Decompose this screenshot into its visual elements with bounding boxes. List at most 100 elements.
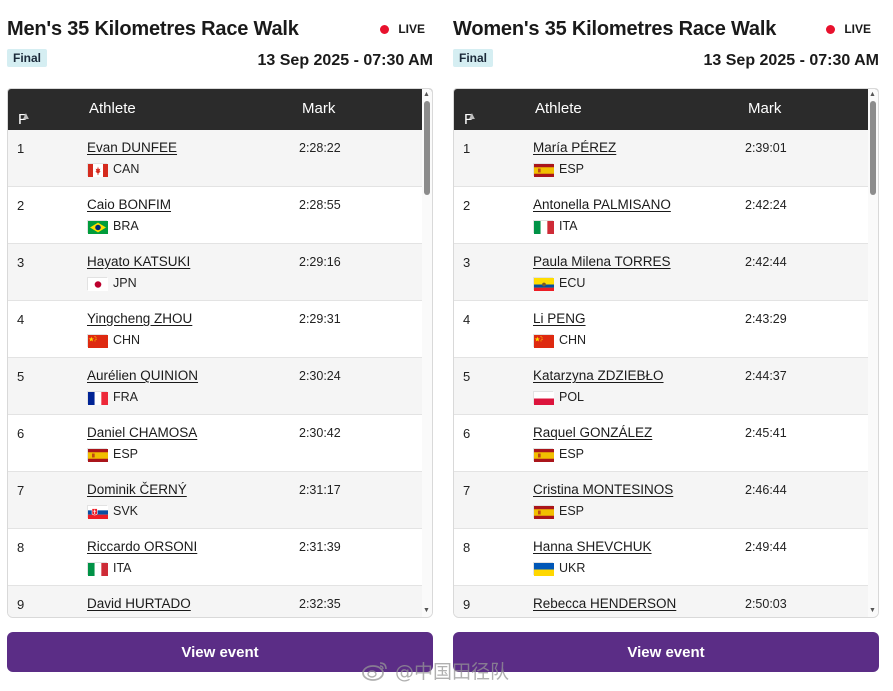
table-row: 6 Raquel GONZÁLEZ 2:45:41 ESP <box>454 415 870 472</box>
mark-cell: 2:31:17 <box>299 483 341 497</box>
position-cell: 3 <box>17 255 25 270</box>
scroll-down-icon[interactable]: ▼ <box>869 607 876 614</box>
country-cell: CHN <box>87 333 140 348</box>
position-cell: 1 <box>463 141 471 156</box>
table-row: 3 Paula Milena TORRES 2:42:44 ECU <box>454 244 870 301</box>
athlete-name-link[interactable]: Rebecca HENDERSON <box>533 596 677 611</box>
mark-cell: 2:30:42 <box>299 426 341 440</box>
event-datetime: 13 Sep 2025 - 07:30 AM <box>703 52 880 69</box>
scroll-up-icon[interactable]: ▲ <box>869 91 876 98</box>
scrollbar[interactable]: ▲ ▼ <box>422 89 432 617</box>
scrollbar[interactable]: ▲ ▼ <box>868 89 878 617</box>
table-row: 5 Katarzyna ZDZIEBŁO 2:44:37 POL <box>454 358 870 415</box>
table-row: 8 Riccardo ORSONI 2:31:39 ITA <box>8 529 424 586</box>
position-cell: 4 <box>17 312 25 327</box>
position-cell: 7 <box>17 483 25 498</box>
athlete-name-link[interactable]: Paula Milena TORRES <box>533 254 671 269</box>
watermark-text: @中国田径队 <box>395 661 510 683</box>
athlete-name-link[interactable]: Riccardo ORSONI <box>87 539 198 554</box>
country-cell: CAN <box>87 162 140 177</box>
position-cell: 8 <box>463 540 471 555</box>
mark-cell: 2:39:01 <box>745 141 787 155</box>
column-header-mark: Mark <box>302 100 336 117</box>
athlete-name-link[interactable]: Caio BONFIM <box>87 197 172 212</box>
table-row: 1 Evan DUNFEE 2:28:22 CAN <box>8 130 424 187</box>
event-title: Women's 35 Kilometres Race Walk <box>453 18 777 40</box>
live-indicator: LIVE <box>380 22 425 36</box>
table-row: 7 Dominik ČERNÝ 2:31:17 SVK <box>8 472 424 529</box>
flag-icon <box>533 162 554 177</box>
table-header: P ▲ Athlete Mark <box>454 89 878 130</box>
athlete-name-link[interactable]: Hanna SHEVCHUK <box>533 539 652 554</box>
athlete-name-link[interactable]: Hayato KATSUKI <box>87 254 191 269</box>
column-header-athlete: Athlete <box>535 100 582 117</box>
mark-cell: 2:49:44 <box>745 540 787 554</box>
flag-icon <box>87 333 108 348</box>
athlete-name-link[interactable]: Aurélien QUINION <box>87 368 199 383</box>
mark-cell: 2:28:22 <box>299 141 341 155</box>
country-cell: POL <box>533 390 584 405</box>
flag-icon <box>87 447 108 462</box>
position-cell: 2 <box>17 198 25 213</box>
event-panel-men: Men's 35 Kilometres Race Walk LIVE Final… <box>7 0 433 672</box>
mark-cell: 2:44:37 <box>745 369 787 383</box>
mark-cell: 2:42:24 <box>745 198 787 212</box>
results-table: P ▲ Athlete Mark 1 Evan DUNFEE 2:28:22 CAN 2 C… <box>7 88 433 618</box>
view-event-button[interactable]: View event <box>7 632 433 672</box>
athlete-name-link[interactable]: Yingcheng ZHOU <box>87 311 193 326</box>
scrollbar-thumb[interactable] <box>424 101 430 195</box>
country-code: UKR <box>559 561 586 575</box>
status-badge: Final <box>7 49 48 67</box>
country-code: BRA <box>113 219 139 233</box>
country-code: ITA <box>113 561 132 575</box>
athlete-name-link[interactable]: Antonella PALMISANO <box>533 197 671 212</box>
country-code: ESP <box>559 162 585 176</box>
country-cell: ECU <box>533 276 586 291</box>
scroll-up-icon[interactable]: ▲ <box>423 91 430 98</box>
athlete-name-link[interactable]: Cristina MONTESINOS <box>533 482 674 497</box>
country-code: ESP <box>113 447 139 461</box>
table-row: 9 Rebecca HENDERSON 2:50:03 <box>454 586 870 617</box>
country-cell: UKR <box>533 561 586 576</box>
position-cell: 3 <box>463 255 471 270</box>
country-code: CHN <box>559 333 587 347</box>
mark-cell: 2:30:24 <box>299 369 341 383</box>
results-rows[interactable]: 1 Evan DUNFEE 2:28:22 CAN 2 Caio BONFIM 2:28:5… <box>8 130 424 617</box>
table-row: 4 Yingcheng ZHOU 2:29:31 CHN <box>8 301 424 358</box>
scrollbar-thumb[interactable] <box>870 101 876 195</box>
country-cell: SVK <box>87 504 138 519</box>
scroll-down-icon[interactable]: ▼ <box>423 607 430 614</box>
sort-ascending-icon[interactable]: ▲ <box>21 111 31 122</box>
flag-icon <box>533 219 554 234</box>
athlete-name-link[interactable]: María PÉREZ <box>533 140 617 155</box>
athlete-name-link[interactable]: Li PENG <box>533 311 586 326</box>
athlete-name-link[interactable]: Dominik ČERNÝ <box>87 482 187 497</box>
mark-cell: 2:29:16 <box>299 255 341 269</box>
position-cell: 6 <box>17 426 25 441</box>
flag-icon <box>533 390 554 405</box>
flag-icon <box>533 276 554 291</box>
position-cell: 8 <box>17 540 25 555</box>
sort-ascending-icon[interactable]: ▲ <box>467 111 477 122</box>
view-event-button[interactable]: View event <box>453 632 879 672</box>
athlete-name-link[interactable]: Daniel CHAMOSA <box>87 425 198 440</box>
event-header: Men's 35 Kilometres Race Walk LIVE Final… <box>7 0 433 88</box>
results-table: P ▲ Athlete Mark 1 María PÉREZ 2:39:01 ESP 2 A… <box>453 88 879 618</box>
country-cell: ITA <box>87 561 132 576</box>
athlete-name-link[interactable]: Raquel GONZÁLEZ <box>533 425 653 440</box>
country-code: ECU <box>559 276 586 290</box>
event-datetime: 13 Sep 2025 - 07:30 AM <box>257 52 434 69</box>
column-header-athlete: Athlete <box>89 100 136 117</box>
athlete-name-link[interactable]: Evan DUNFEE <box>87 140 178 155</box>
position-cell: 9 <box>463 597 471 612</box>
country-code: CAN <box>113 162 140 176</box>
results-rows[interactable]: 1 María PÉREZ 2:39:01 ESP 2 Antonella PALMISA… <box>454 130 870 617</box>
status-badge: Final <box>453 49 494 67</box>
athlete-name-link[interactable]: David HURTADO <box>87 596 191 611</box>
mark-cell: 2:31:39 <box>299 540 341 554</box>
athlete-name-link[interactable]: Katarzyna ZDZIEBŁO <box>533 368 664 383</box>
table-row: 8 Hanna SHEVCHUK 2:49:44 UKR <box>454 529 870 586</box>
country-code: JPN <box>113 276 137 290</box>
table-header: P ▲ Athlete Mark <box>8 89 432 130</box>
table-row: 3 Hayato KATSUKI 2:29:16 JPN <box>8 244 424 301</box>
